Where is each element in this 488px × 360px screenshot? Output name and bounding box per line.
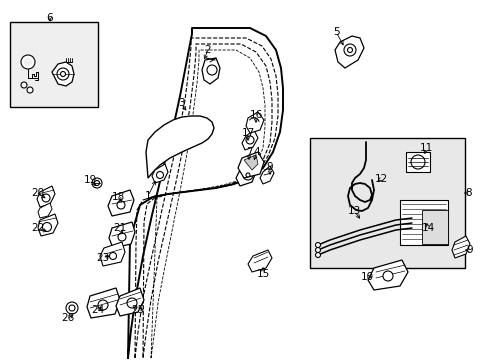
Circle shape	[66, 302, 78, 314]
Polygon shape	[245, 112, 264, 133]
Circle shape	[42, 194, 50, 202]
Polygon shape	[367, 260, 407, 290]
Text: 20: 20	[31, 188, 44, 198]
Circle shape	[57, 68, 69, 80]
Polygon shape	[108, 190, 134, 216]
Circle shape	[21, 82, 27, 88]
Polygon shape	[38, 214, 58, 236]
Polygon shape	[238, 152, 264, 178]
Circle shape	[127, 298, 137, 308]
Text: 14: 14	[421, 223, 434, 233]
Text: 4: 4	[253, 147, 260, 157]
Text: 24: 24	[91, 305, 104, 315]
Text: 25: 25	[131, 305, 144, 315]
Circle shape	[94, 180, 99, 185]
Polygon shape	[244, 155, 258, 170]
Polygon shape	[399, 200, 447, 245]
Circle shape	[61, 72, 65, 77]
Text: 13: 13	[346, 206, 360, 216]
Polygon shape	[334, 36, 363, 68]
Polygon shape	[37, 186, 55, 207]
Text: 22: 22	[31, 223, 44, 233]
Bar	[10, 22, 98, 107]
Circle shape	[347, 48, 352, 53]
Circle shape	[69, 305, 75, 311]
Polygon shape	[116, 288, 143, 316]
Text: 1: 1	[144, 191, 151, 201]
Polygon shape	[146, 116, 214, 178]
Circle shape	[92, 178, 102, 188]
Polygon shape	[100, 242, 125, 266]
Circle shape	[382, 271, 392, 281]
Circle shape	[245, 136, 253, 144]
Text: 11: 11	[419, 143, 432, 153]
Circle shape	[117, 201, 125, 209]
Text: 19: 19	[83, 175, 97, 185]
Polygon shape	[109, 222, 135, 248]
Polygon shape	[202, 58, 220, 84]
Text: 3: 3	[177, 98, 184, 108]
Text: 23: 23	[96, 253, 109, 263]
Circle shape	[315, 252, 320, 257]
Text: 2: 2	[204, 45, 211, 55]
Text: 17: 17	[241, 128, 254, 138]
Circle shape	[206, 65, 217, 75]
Circle shape	[245, 173, 249, 177]
Polygon shape	[242, 130, 258, 150]
Polygon shape	[52, 62, 74, 86]
Text: 8: 8	[465, 188, 471, 198]
Polygon shape	[421, 210, 447, 244]
Circle shape	[21, 55, 35, 69]
Text: 12: 12	[374, 174, 387, 184]
Polygon shape	[260, 166, 273, 184]
Polygon shape	[451, 236, 469, 258]
Circle shape	[109, 252, 116, 260]
Text: 10: 10	[360, 272, 373, 282]
Circle shape	[98, 300, 108, 310]
Text: 18: 18	[111, 192, 124, 202]
Circle shape	[243, 170, 252, 180]
Bar	[309, 138, 464, 268]
Text: 26: 26	[61, 313, 75, 323]
Text: 7: 7	[245, 147, 252, 157]
Circle shape	[27, 87, 33, 93]
Circle shape	[410, 155, 424, 169]
Text: 9: 9	[266, 162, 273, 172]
Circle shape	[24, 58, 32, 66]
Text: 9: 9	[466, 245, 472, 255]
Polygon shape	[236, 164, 256, 186]
Circle shape	[343, 44, 355, 56]
Circle shape	[315, 243, 320, 248]
Text: 16: 16	[249, 110, 262, 120]
Text: 21: 21	[113, 223, 126, 233]
Polygon shape	[405, 152, 429, 172]
Polygon shape	[247, 250, 271, 272]
Circle shape	[42, 222, 51, 231]
Circle shape	[118, 233, 126, 241]
Polygon shape	[152, 164, 168, 183]
Text: 5: 5	[332, 27, 339, 37]
Text: 6: 6	[46, 13, 53, 23]
Circle shape	[315, 248, 320, 252]
Polygon shape	[38, 203, 52, 218]
Polygon shape	[87, 288, 120, 318]
Circle shape	[156, 171, 163, 179]
Text: 15: 15	[256, 269, 269, 279]
